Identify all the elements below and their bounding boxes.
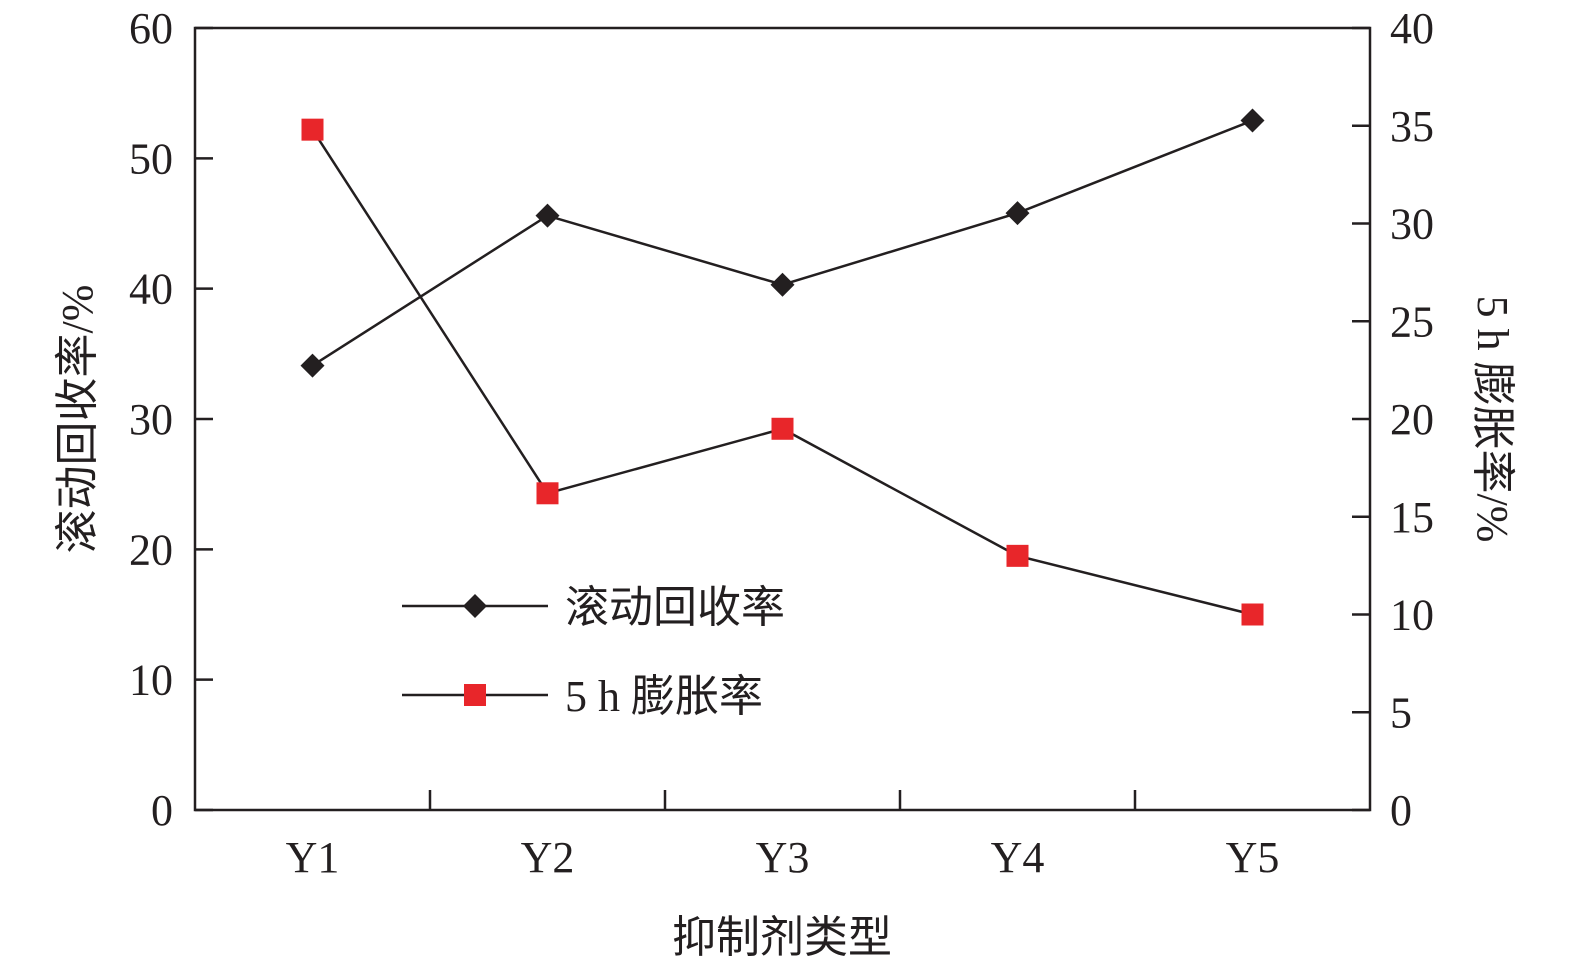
data-point-square xyxy=(771,417,794,440)
data-point-diamond xyxy=(1240,108,1265,133)
x-tick-label: Y5 xyxy=(1226,833,1280,882)
y2-tick-label: 20 xyxy=(1390,395,1434,444)
series-line-2 xyxy=(311,128,1253,616)
y-tick-label: 10 xyxy=(129,656,173,705)
y-tick-label: 20 xyxy=(129,525,173,574)
x-tick-label: Y3 xyxy=(756,833,810,882)
series-layer xyxy=(300,108,1265,626)
y2-axis-title: 5 h 膨胀率/% xyxy=(1468,296,1517,543)
y-axis-right: 0 5 10 15 20 25 30 35 40 xyxy=(1352,4,1434,835)
legend-label-swelling: 5 h 膨胀率 xyxy=(565,672,763,721)
data-point-diamond xyxy=(300,353,325,378)
legend-item-swelling: 5 h 膨胀率 xyxy=(402,672,763,721)
data-point-diamond xyxy=(770,272,795,297)
series-line-1 xyxy=(311,119,1253,367)
legend-square-marker xyxy=(464,684,486,706)
x-tick-label: Y1 xyxy=(286,833,340,882)
y2-tick-label: 0 xyxy=(1390,786,1412,835)
y2-tick-label: 30 xyxy=(1390,200,1434,249)
data-point-square xyxy=(536,482,559,505)
x-axis: Y1 Y2 Y3 Y4 Y5 xyxy=(286,790,1280,882)
x-tick-label: Y4 xyxy=(991,833,1045,882)
x-tick-label: Y2 xyxy=(521,833,575,882)
data-point-square xyxy=(1241,603,1264,626)
y2-tick-label: 40 xyxy=(1390,4,1434,53)
y-tick-label: 60 xyxy=(129,4,173,53)
legend: 滚动回收率 5 h 膨胀率 xyxy=(402,583,785,721)
y2-tick-label: 35 xyxy=(1390,102,1434,151)
legend-label-recovery: 滚动回收率 xyxy=(565,583,785,632)
data-point-diamond xyxy=(1005,201,1030,226)
y2-tick-label: 10 xyxy=(1390,591,1434,640)
y-tick-label: 50 xyxy=(129,134,173,183)
data-point-square xyxy=(301,118,324,141)
legend-diamond-marker xyxy=(463,594,487,618)
y2-tick-label: 5 xyxy=(1390,688,1412,737)
y2-tick-label: 25 xyxy=(1390,297,1434,346)
y-tick-label: 30 xyxy=(129,395,173,444)
y-axis-title: 滚动回收率/% xyxy=(53,285,102,554)
y-tick-label: 40 xyxy=(129,265,173,314)
data-point-diamond xyxy=(535,203,560,228)
y2-tick-label: 15 xyxy=(1390,493,1434,542)
x-axis-title: 抑制剂类型 xyxy=(672,913,892,962)
data-point-square xyxy=(1006,544,1029,567)
y-axis-left: 0 10 20 30 40 50 60 xyxy=(129,4,213,835)
legend-item-recovery: 滚动回收率 xyxy=(402,583,785,632)
y-tick-label: 0 xyxy=(151,786,173,835)
